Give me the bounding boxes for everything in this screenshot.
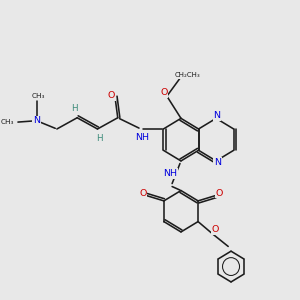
Text: CH₃: CH₃: [31, 93, 45, 99]
Text: O: O: [160, 88, 168, 97]
Text: CH₃: CH₃: [1, 119, 14, 125]
Text: N: N: [213, 112, 220, 121]
Text: O: O: [212, 225, 219, 234]
Text: N: N: [33, 116, 40, 125]
Text: O: O: [215, 189, 223, 198]
Text: NH: NH: [135, 133, 149, 142]
Text: CH₂CH₃: CH₂CH₃: [174, 72, 200, 78]
Text: H: H: [96, 134, 103, 143]
Text: N: N: [214, 158, 221, 167]
Text: O: O: [139, 189, 147, 198]
Text: H: H: [72, 104, 78, 113]
Text: NH: NH: [163, 169, 177, 178]
Text: O: O: [108, 92, 115, 100]
